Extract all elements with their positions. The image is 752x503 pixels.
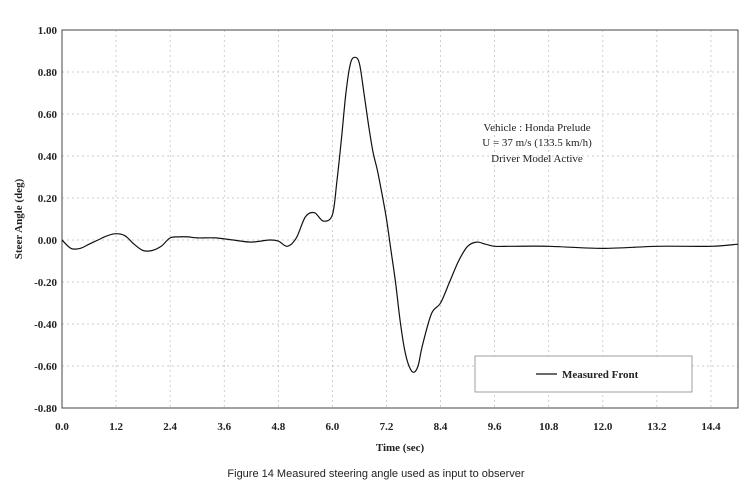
x-tick-label: 10.8 [539,421,559,433]
steer-angle-chart: 1.00 0.80 0.60 0.40 0.20 0.00 -0.20 -0.40 -0.60 -… [13,25,739,454]
figure-caption: Figure 14 Measured steering angle used a… [227,468,525,480]
y-tick-label: 1.00 [38,25,58,37]
legend-label: Measured Front [562,369,639,381]
y-axis: 1.00 0.80 0.60 0.40 0.20 0.00 -0.20 -0.40 -0.60 -… [34,25,57,415]
grid-lines [61,29,738,409]
annotation-block: Vehicle : Honda Prelude U = 37 m/s (133.… [482,122,592,165]
x-tick-label: 1.2 [109,421,123,433]
legend-box [474,355,693,393]
x-tick-label: 4.8 [271,421,285,433]
x-tick-label: 3.6 [217,421,231,433]
y-tick-label: 0.80 [38,67,58,79]
x-tick-label: 0.0 [55,421,69,433]
annotation-line-1: Vehicle : Honda Prelude [483,122,590,134]
y-tick-label: -0.60 [34,361,57,373]
plot-area [61,29,739,409]
x-tick-label: 12.0 [593,421,613,433]
x-tick-label: 2.4 [163,421,177,433]
series-line-measured-front [61,56,739,373]
annotation-line-3: Driver Model Active [491,153,583,165]
y-tick-label: -0.40 [34,319,57,331]
y-axis-title: Steer Angle (deg) [13,178,25,259]
x-tick-label: 9.6 [488,421,502,433]
x-tick-label: 13.2 [647,421,667,433]
y-tick-label: -0.80 [34,403,57,415]
x-tick-label: 7.2 [380,421,394,433]
x-tick-label: 8.4 [434,421,448,433]
x-axis: 0.0 1.2 2.4 3.6 4.8 6.0 7.2 8.4 9.6 10.8 12.0 13.2 1… [55,421,721,433]
series-lines [61,56,739,373]
legend: Measured Front [474,355,693,393]
annotation-line-2: U = 37 m/s (133.5 km/h) [482,137,592,149]
y-tick-label: 0.40 [38,151,58,163]
y-tick-label: 0.60 [38,109,58,121]
y-tick-label: 0.20 [38,193,58,205]
x-tick-label: 6.0 [326,421,340,433]
x-tick-label: 14.4 [701,421,721,433]
x-axis-title: Time (sec) [376,442,425,454]
y-tick-label: 0.00 [38,235,58,247]
y-tick-label: -0.20 [34,277,57,289]
